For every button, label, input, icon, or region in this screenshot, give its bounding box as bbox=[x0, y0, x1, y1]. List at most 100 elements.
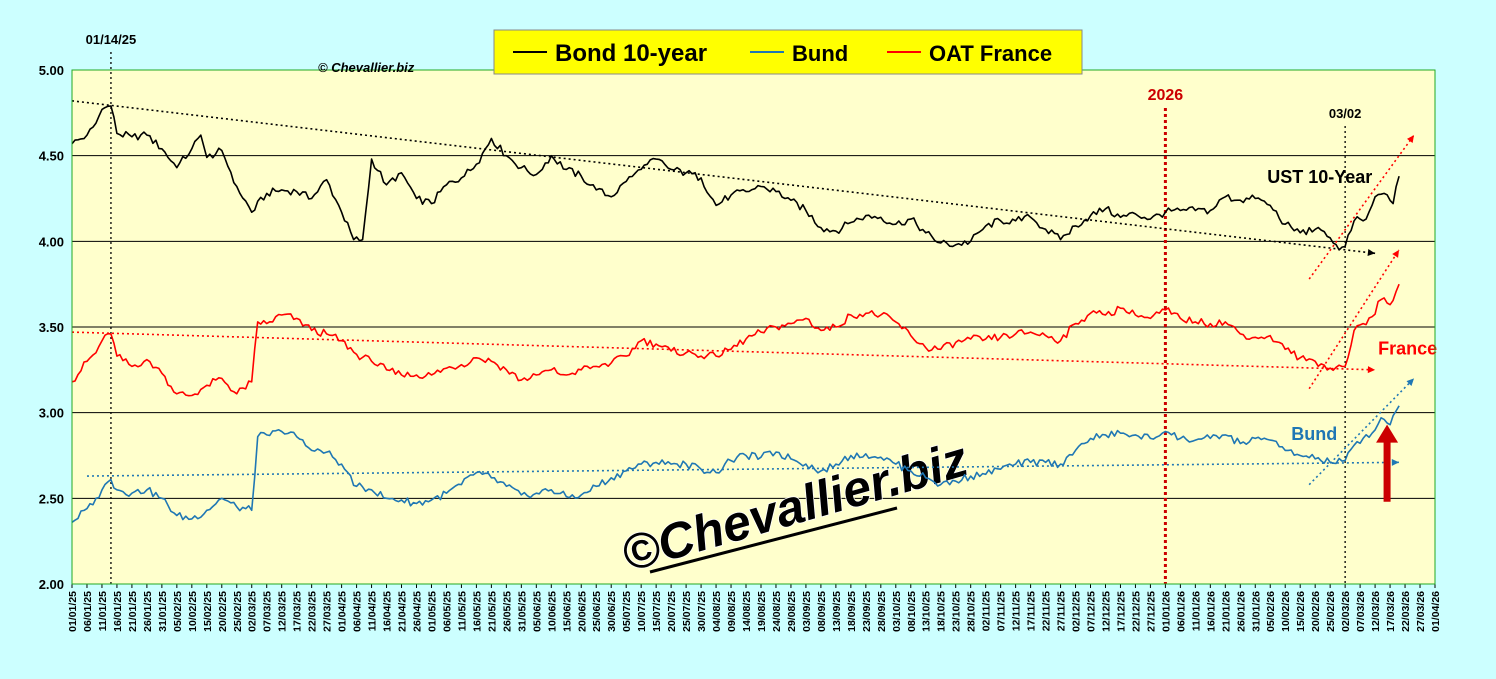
x-tick-label: 20/06/25 bbox=[576, 591, 588, 632]
copyright-label: © Chevallier.biz bbox=[318, 60, 415, 75]
x-tick-label: 17/03/25 bbox=[292, 591, 304, 632]
trendline bbox=[71, 100, 1376, 255]
x-tick-label: 20/02/25 bbox=[217, 591, 229, 632]
x-tick-label: 07/11/25 bbox=[996, 591, 1008, 631]
trendline-arrowhead bbox=[1367, 366, 1376, 374]
legend-label: Bund bbox=[792, 41, 848, 66]
x-tick-label: 06/01/26 bbox=[1175, 591, 1187, 632]
vertical-marker-label: 03/02 bbox=[1329, 106, 1362, 121]
annotation-label: Bund bbox=[1291, 424, 1337, 444]
x-tick-label: 18/10/25 bbox=[936, 591, 948, 632]
x-tick-label: 08/10/25 bbox=[906, 591, 918, 632]
legend-label: OAT France bbox=[929, 41, 1052, 66]
x-tick-label: 15/07/25 bbox=[651, 591, 663, 632]
x-tick-label: 14/08/25 bbox=[741, 591, 753, 632]
trendline-arrowhead bbox=[1391, 458, 1400, 466]
x-tick-label: 17/11/25 bbox=[1026, 591, 1038, 631]
x-tick-label: 31/01/25 bbox=[157, 591, 169, 632]
x-tick-label: 20/07/25 bbox=[666, 591, 678, 632]
x-tick-label: 23/09/25 bbox=[861, 591, 873, 632]
x-tick-label: 03/10/25 bbox=[891, 591, 903, 632]
x-tick-label: 31/05/25 bbox=[516, 591, 528, 632]
x-tick-label: 25/02/25 bbox=[232, 591, 244, 632]
x-tick-label: 06/01/25 bbox=[82, 591, 94, 632]
x-tick-label: 22/03/25 bbox=[307, 591, 319, 632]
series-line bbox=[71, 283, 1400, 397]
x-tick-label: 21/01/25 bbox=[127, 591, 139, 632]
trendline-arrowhead bbox=[1406, 378, 1415, 386]
x-tick-label: 27/11/25 bbox=[1056, 591, 1068, 631]
legend-box bbox=[493, 29, 1083, 75]
y-tick-label: 5.00 bbox=[39, 63, 64, 78]
x-tick-label: 27/03/26 bbox=[1415, 591, 1427, 632]
x-tick-label: 01/01/25 bbox=[67, 591, 79, 632]
x-tick-label: 11/04/25 bbox=[367, 591, 379, 631]
x-tick-label: 24/08/25 bbox=[771, 591, 783, 632]
x-tick-label: 15/02/25 bbox=[202, 591, 214, 632]
x-tick-label: 13/09/25 bbox=[831, 591, 843, 632]
x-tick-label: 02/03/26 bbox=[1340, 591, 1352, 632]
trendline-arrowhead bbox=[1367, 249, 1376, 256]
series-lines bbox=[71, 105, 1400, 523]
annotation-label: France bbox=[1378, 338, 1437, 358]
x-tick-label: 12/11/25 bbox=[1011, 591, 1023, 631]
x-tick-label: 05/02/26 bbox=[1265, 591, 1277, 632]
x-tick-label: 09/08/25 bbox=[726, 591, 738, 632]
watermark-underline bbox=[649, 506, 898, 574]
x-tick-label: 28/10/25 bbox=[966, 591, 978, 632]
annotations: UST 10-Year France Bund bbox=[1267, 167, 1437, 502]
x-tick-label: 30/06/25 bbox=[606, 591, 618, 632]
x-tick-label: 30/07/25 bbox=[696, 591, 708, 632]
x-tick-label: 20/02/26 bbox=[1310, 591, 1322, 632]
x-tick-label: 05/02/25 bbox=[172, 591, 184, 632]
x-tick-label: 25/06/25 bbox=[591, 591, 603, 632]
x-tick-label: 19/08/25 bbox=[756, 591, 768, 632]
x-tick-label: 12/03/26 bbox=[1370, 591, 1382, 632]
trendline-arrowhead bbox=[1406, 135, 1415, 143]
x-tick-label: 26/04/25 bbox=[411, 591, 423, 632]
y-tick-label: 2.50 bbox=[39, 491, 64, 506]
x-tick-label: 16/05/25 bbox=[471, 591, 483, 632]
series-line bbox=[71, 105, 1400, 251]
x-tick-label: 26/01/26 bbox=[1235, 591, 1247, 632]
x-tick-label: 10/06/25 bbox=[546, 591, 558, 632]
legend-label: Bond 10-year bbox=[555, 40, 707, 67]
y-tick-label: 4.50 bbox=[39, 149, 64, 164]
x-tick-label: 02/12/25 bbox=[1071, 591, 1083, 632]
x-tick-label: 12/12/25 bbox=[1100, 591, 1112, 632]
x-tick-label: 25/07/25 bbox=[681, 591, 693, 632]
x-tick-label: 06/04/25 bbox=[352, 591, 364, 632]
x-tick-label: 08/09/25 bbox=[816, 591, 828, 632]
x-tick-label: 18/09/25 bbox=[846, 591, 858, 632]
y-tick-label: 3.00 bbox=[39, 406, 64, 421]
y-tick-label: 4.00 bbox=[39, 234, 64, 249]
x-tick-label: 29/08/25 bbox=[786, 591, 798, 632]
x-tick-label: 10/07/25 bbox=[636, 591, 648, 632]
x-tick-label: 26/05/25 bbox=[501, 591, 513, 632]
x-tick-label: 01/04/25 bbox=[337, 591, 349, 632]
x-tick-label: 10/02/25 bbox=[187, 591, 199, 632]
x-tick-label: 11/01/26 bbox=[1190, 591, 1202, 631]
x-tick-label: 22/11/25 bbox=[1041, 591, 1053, 631]
y-axis-ticks: 2.00 2.50 3.00 3.50 4.00 4.50 5.00 bbox=[39, 63, 64, 592]
plot-area: 2.002.503.003.504.004.505.00 01/01/25 06/… bbox=[39, 32, 1442, 632]
series-line bbox=[71, 405, 1400, 523]
x-tick-label: 07/12/25 bbox=[1086, 591, 1098, 632]
x-tick-label: 03/09/25 bbox=[801, 591, 813, 632]
x-tick-label: 05/07/25 bbox=[621, 591, 633, 632]
x-tick-label: 01/01/26 bbox=[1160, 591, 1172, 632]
legend: Bond 10-year Bund OAT France bbox=[493, 29, 1083, 75]
x-tick-label: 11/01/25 bbox=[97, 591, 109, 631]
x-tick-label: 22/03/26 bbox=[1400, 591, 1412, 632]
x-tick-label: 31/01/26 bbox=[1250, 591, 1262, 632]
vertical-marker-label: 01/14/25 bbox=[86, 32, 137, 47]
trendline bbox=[86, 461, 1400, 477]
trendline-arrowhead bbox=[1392, 249, 1400, 258]
x-tick-label: 15/06/25 bbox=[561, 591, 573, 632]
x-tick-label: 11/05/25 bbox=[456, 591, 468, 631]
y-tick-label: 3.50 bbox=[39, 320, 64, 335]
vertical-markers: 01/14/25 2026 03/02 bbox=[86, 32, 1362, 584]
x-tick-label: 16/04/25 bbox=[382, 591, 394, 632]
